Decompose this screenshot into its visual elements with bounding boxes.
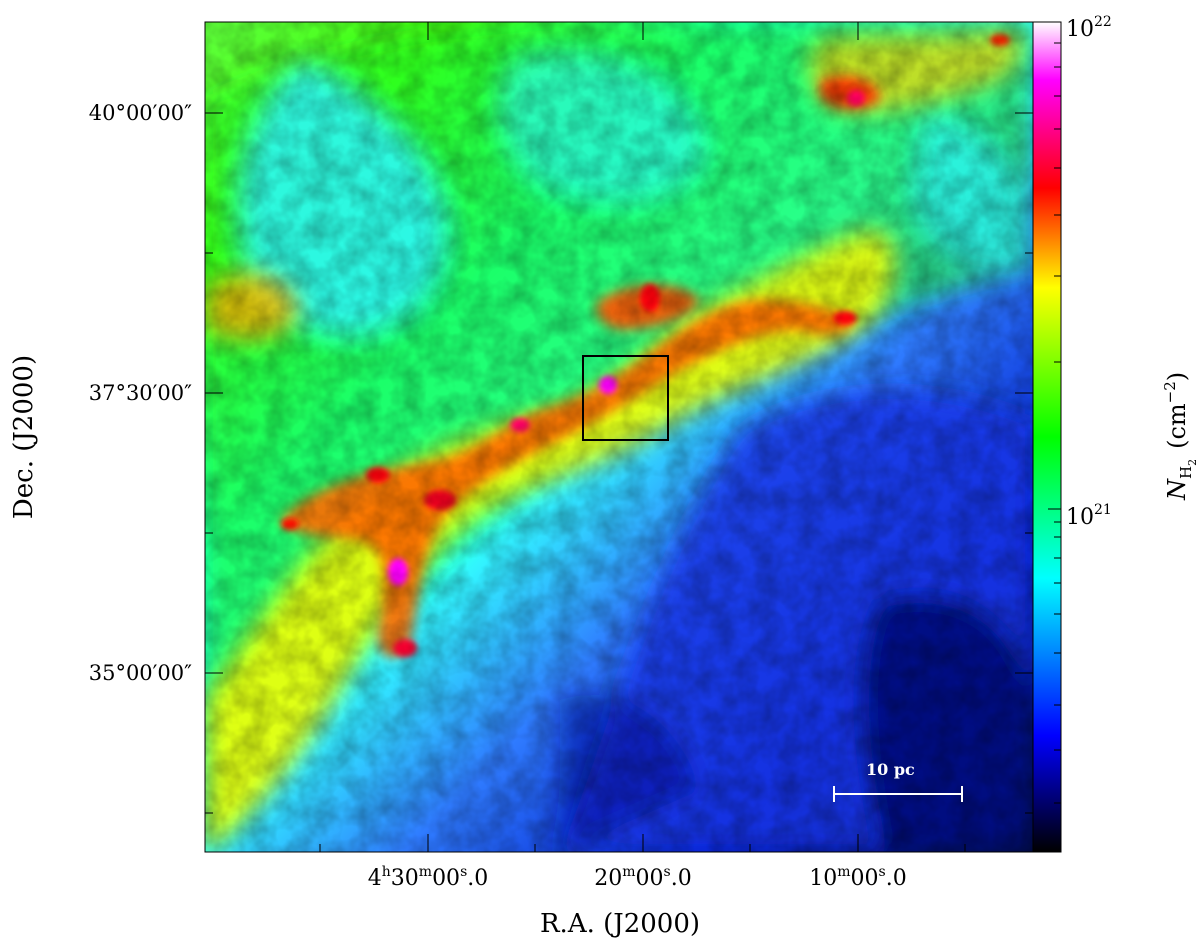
y-tick-label: 37°30′00″ [89, 381, 192, 405]
x-axis-title: R.A. (J2000) [540, 909, 700, 939]
column-density-map [205, 22, 1033, 852]
colorbar-title: NH2(cm−2) [1161, 372, 1199, 501]
highlight-box [582, 355, 669, 441]
x-tick-label: 4h30m00s.0 [368, 864, 489, 891]
x-tick-label: 20m00s.0 [594, 864, 691, 891]
scale-bar [833, 786, 963, 802]
y-axis-title: Dec. (J2000) [9, 355, 39, 519]
scale-bar-label: 10 pc [866, 760, 915, 779]
colorbar-mid-label: 1021 [1066, 502, 1112, 530]
x-tick-label: 10m00s.0 [809, 864, 906, 891]
y-tick-label: 40°00′00″ [89, 101, 192, 125]
colorbar-ticks [1048, 21, 1061, 804]
colorbar [1032, 21, 1062, 853]
y-tick-label: 35°00′00″ [89, 661, 192, 685]
colorbar-top-label: 1022 [1066, 14, 1112, 42]
axis-ticks [205, 22, 1033, 852]
